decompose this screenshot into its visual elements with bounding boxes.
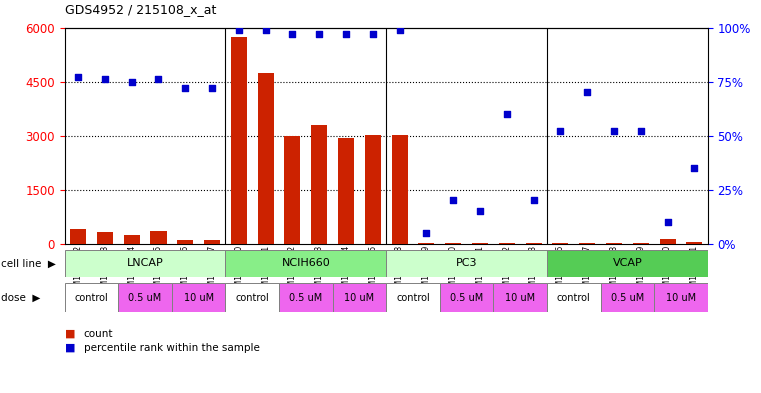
Point: [206, 85, 218, 91]
Bar: [526, 242, 542, 244]
Bar: [177, 240, 193, 244]
Text: cell line  ▶: cell line ▶: [1, 258, 56, 268]
Bar: [419, 242, 435, 244]
Bar: [472, 242, 488, 244]
Bar: [258, 73, 274, 244]
Bar: [686, 242, 702, 244]
Bar: [97, 233, 113, 244]
Text: LNCAP: LNCAP: [126, 258, 164, 268]
Text: control: control: [557, 293, 591, 303]
Bar: [225, 250, 387, 277]
Bar: [118, 283, 172, 312]
Text: count: count: [84, 329, 113, 339]
Bar: [70, 228, 86, 244]
Text: ■: ■: [65, 343, 75, 353]
Bar: [387, 283, 440, 312]
Text: control: control: [396, 293, 430, 303]
Text: 0.5 uM: 0.5 uM: [289, 293, 323, 303]
Text: 0.5 uM: 0.5 uM: [129, 293, 161, 303]
Point: [72, 74, 84, 80]
Point: [635, 128, 647, 134]
Bar: [600, 283, 654, 312]
Bar: [660, 239, 676, 244]
Bar: [440, 283, 493, 312]
Text: 10 uM: 10 uM: [505, 293, 535, 303]
Bar: [498, 242, 514, 244]
Bar: [547, 250, 708, 277]
Point: [554, 128, 566, 134]
Point: [367, 31, 379, 37]
Point: [313, 31, 325, 37]
Point: [474, 208, 486, 214]
Text: PC3: PC3: [456, 258, 477, 268]
Bar: [445, 242, 461, 244]
Bar: [151, 231, 167, 244]
Bar: [387, 250, 547, 277]
Point: [393, 26, 406, 33]
Bar: [225, 283, 279, 312]
Point: [581, 89, 594, 95]
Point: [233, 26, 245, 33]
Text: percentile rank within the sample: percentile rank within the sample: [84, 343, 260, 353]
Text: 0.5 uM: 0.5 uM: [611, 293, 644, 303]
Bar: [365, 135, 380, 244]
Bar: [204, 240, 220, 244]
Point: [608, 128, 620, 134]
Bar: [65, 250, 225, 277]
Text: dose  ▶: dose ▶: [1, 293, 40, 303]
Bar: [654, 283, 708, 312]
Bar: [285, 136, 301, 244]
Point: [527, 197, 540, 204]
Text: 10 uM: 10 uM: [344, 293, 374, 303]
Text: 10 uM: 10 uM: [183, 293, 214, 303]
Point: [179, 85, 191, 91]
Point: [99, 76, 111, 83]
Text: control: control: [235, 293, 269, 303]
Text: VCAP: VCAP: [613, 258, 642, 268]
Bar: [552, 242, 568, 244]
Text: 0.5 uM: 0.5 uM: [450, 293, 483, 303]
Bar: [311, 125, 327, 244]
Text: ■: ■: [65, 329, 75, 339]
Bar: [547, 283, 600, 312]
Text: GDS4952 / 215108_x_at: GDS4952 / 215108_x_at: [65, 3, 216, 16]
Bar: [392, 135, 408, 244]
Point: [340, 31, 352, 37]
Point: [447, 197, 460, 204]
Point: [286, 31, 298, 37]
Bar: [579, 242, 595, 244]
Bar: [493, 283, 547, 312]
Bar: [65, 283, 118, 312]
Point: [126, 78, 138, 84]
Bar: [123, 235, 140, 244]
Bar: [632, 242, 649, 244]
Point: [501, 111, 513, 117]
Point: [152, 76, 164, 83]
Bar: [333, 283, 387, 312]
Point: [688, 165, 700, 171]
Point: [661, 219, 673, 225]
Text: 10 uM: 10 uM: [666, 293, 696, 303]
Bar: [231, 37, 247, 244]
Bar: [279, 283, 333, 312]
Text: NCIH660: NCIH660: [282, 258, 330, 268]
Text: control: control: [75, 293, 108, 303]
Bar: [338, 138, 354, 244]
Bar: [606, 242, 622, 244]
Point: [260, 26, 272, 33]
Point: [420, 230, 432, 236]
Bar: [172, 283, 225, 312]
